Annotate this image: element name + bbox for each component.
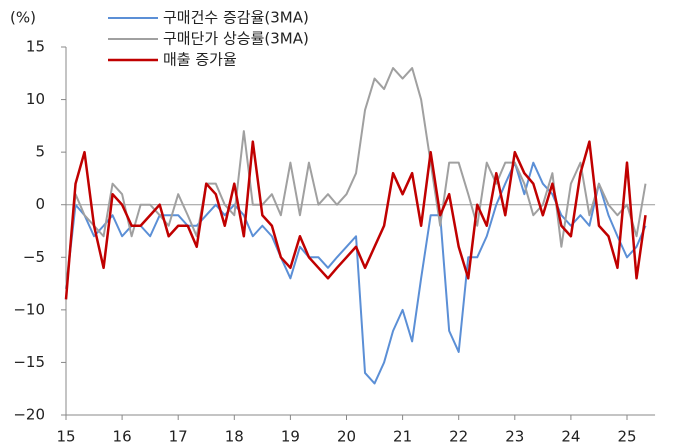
legend-label: 매출 증가율 [163, 51, 237, 69]
legend-label: 구매단가 상승률(3MA) [163, 30, 309, 48]
x-tick-label: 18 [225, 428, 244, 446]
y-tick-label: −10 [13, 300, 45, 318]
series-line [65, 67, 647, 289]
y-tick-label: 15 [26, 38, 45, 56]
y-axis-label: (%) [10, 9, 36, 27]
x-tick-label: 20 [337, 428, 356, 446]
y-tick-label: 10 [26, 90, 45, 108]
x-tick-label: 22 [449, 428, 468, 446]
x-tick-label: 16 [113, 428, 132, 446]
legend-label: 구매건수 증감율(3MA) [163, 9, 309, 27]
x-tick-label: 21 [393, 428, 412, 446]
x-tick-label: 15 [56, 428, 75, 446]
x-tick-label: 25 [617, 428, 636, 446]
series-line [65, 161, 647, 385]
x-tick-label: 19 [281, 428, 300, 446]
y-tick-label: 5 [35, 143, 45, 161]
series-line [64, 140, 647, 300]
x-tick-label: 23 [505, 428, 524, 446]
x-tick-label: 17 [169, 428, 188, 446]
y-tick-label: −20 [13, 406, 45, 424]
y-tick-label: 0 [35, 195, 45, 213]
y-tick-label: −15 [13, 353, 45, 371]
y-tick-label: −5 [23, 248, 45, 266]
x-tick-label: 24 [561, 428, 580, 446]
